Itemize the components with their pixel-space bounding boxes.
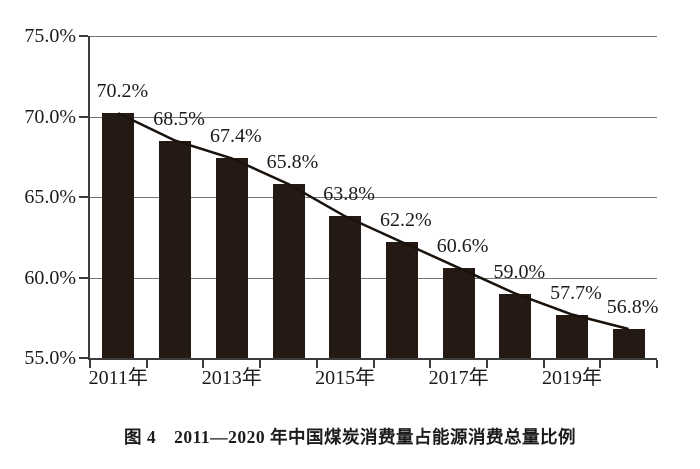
bar-2014年 [272, 184, 305, 358]
x-axis-tick [485, 360, 488, 368]
data-label: 67.4% [209, 125, 262, 148]
y-axis-tick [79, 35, 88, 37]
x-axis-tick [315, 360, 318, 368]
x-axis-tick [542, 360, 545, 368]
y-axis-line [88, 36, 90, 360]
data-label: 63.8% [323, 183, 375, 206]
x-axis-tick [202, 360, 205, 368]
data-label: 68.5% [153, 107, 205, 130]
bar-2015年 [329, 216, 362, 358]
data-label: 57.7% [550, 281, 602, 304]
data-label: 62.2% [380, 209, 432, 232]
x-axis-line [88, 358, 657, 360]
gridline [90, 278, 657, 279]
figure-caption: 图 4 2011—2020 年中国煤炭消费量占能源消费总量比例 [123, 427, 577, 447]
bar-2019年 [556, 314, 588, 358]
bar-2017年 [442, 267, 475, 358]
data-label: 59.0% [493, 260, 546, 283]
data-label: 70.2% [96, 80, 149, 103]
bar-2016年 [385, 242, 418, 358]
data-label: 56.8% [606, 296, 659, 318]
bar-2011年 [102, 113, 135, 358]
y-axis-label: 70.0% [24, 105, 76, 128]
x-axis-label: 2011年 [88, 367, 148, 389]
x-axis-label: 2019年 [542, 367, 602, 389]
gridline [90, 197, 657, 198]
x-axis-tick [145, 360, 148, 368]
x-axis-tick [656, 360, 658, 368]
y-axis-tick [79, 196, 88, 198]
y-axis-label: 55.0% [24, 347, 76, 369]
bar-2012年 [159, 140, 191, 358]
x-axis-tick [599, 360, 602, 368]
data-label: 60.6% [436, 234, 489, 257]
y-axis-label: 60.0% [24, 266, 76, 289]
x-axis-label: 2015年 [315, 367, 376, 389]
x-axis-tick [89, 360, 91, 368]
y-axis-label: 65.0% [24, 186, 76, 208]
bar-2020年 [612, 329, 645, 358]
x-axis-tick [429, 360, 432, 368]
bar-2018年 [499, 293, 532, 358]
y-axis-label: 75.0% [24, 25, 76, 47]
y-axis-tick [79, 357, 88, 359]
x-axis-tick [372, 360, 375, 368]
gridline [90, 36, 657, 37]
y-axis-tick [79, 115, 88, 118]
x-axis-label: 2017年 [428, 367, 489, 389]
x-axis-tick [259, 360, 262, 368]
y-axis-tick [79, 276, 88, 279]
x-axis-label: 2013年 [201, 367, 262, 389]
bar-2013年 [215, 158, 248, 358]
data-label: 65.8% [266, 151, 319, 174]
gridline [90, 117, 657, 118]
